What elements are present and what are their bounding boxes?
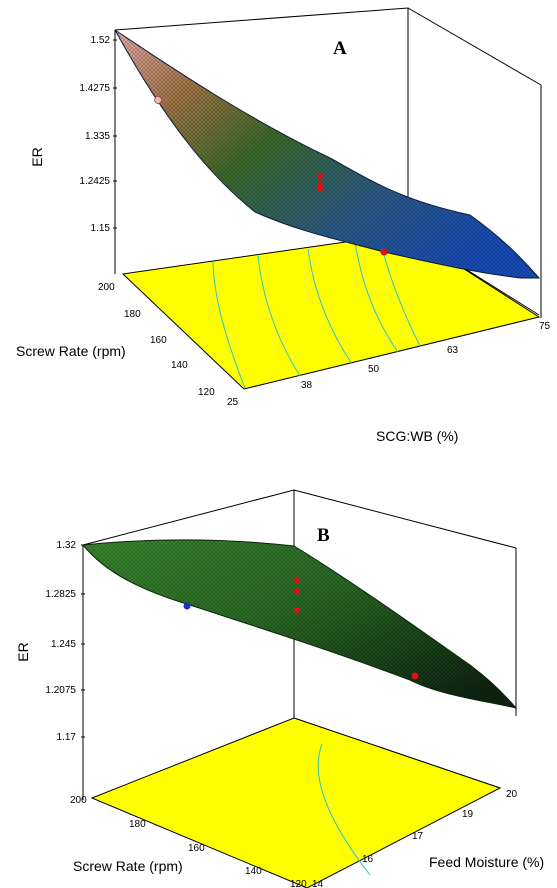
chart-a-z-axis-label: ER xyxy=(29,147,45,166)
chart-a-z-tick-0: 1.52 xyxy=(91,35,111,46)
chart-a-z-ticks: 1.52 1.4275 1.335 1.2425 1.15 xyxy=(79,35,117,234)
chart-b-z-ticks: 1.32 1.2825 1.245 1.2075 1.17 xyxy=(45,540,85,743)
chart-b-z-tick-0: 1.32 xyxy=(57,540,77,551)
chart-b-x-ticks: 14 16 17 19 20 xyxy=(312,789,518,888)
chart-b-y-ticks: 200 180 160 140 120 xyxy=(70,795,307,888)
chart-a-x-tick-63: 63 xyxy=(447,345,459,356)
chart-b-z-tick-1: 1.2825 xyxy=(45,589,76,600)
chart-a-y-tick-140: 140 xyxy=(171,360,188,371)
chart-b-x-tick-17: 17 xyxy=(412,831,424,842)
chart-a-x-ticks: 25 38 50 63 75 xyxy=(227,321,551,408)
chart-a-y-axis-label: Screw Rate (rpm) xyxy=(16,343,126,359)
chart-a-y-tick-180: 180 xyxy=(124,309,141,320)
chart-a-z-tick-4: 1.15 xyxy=(91,223,111,234)
chart-b-contour-1 xyxy=(317,743,371,876)
chart-a-x-tick-25: 25 xyxy=(227,397,239,408)
chart-b-surface-mesh xyxy=(83,539,516,708)
chart-b: B 1.32 1.2825 1.245 1.2075 1.17 ER 200 1… xyxy=(15,489,544,888)
chart-b-y-tick-200: 200 xyxy=(70,795,87,806)
chart-b-x-tick-16: 16 xyxy=(362,854,374,865)
chart-b-floor xyxy=(90,717,502,888)
chart-b-x-tick-19: 19 xyxy=(462,809,474,820)
chart-b-point-2 xyxy=(294,577,300,583)
chart-a-y-tick-120: 120 xyxy=(198,387,215,398)
chart-a-y-tick-160: 160 xyxy=(150,335,167,346)
chart-a-surface-mesh xyxy=(115,30,539,278)
chart-b-y-tick-160: 160 xyxy=(188,843,205,854)
chart-b-point-5 xyxy=(411,672,419,680)
chart-a-point-1 xyxy=(154,96,162,104)
chart-b-z-tick-4: 1.17 xyxy=(57,732,77,743)
chart-b-y-tick-120: 120 xyxy=(290,879,307,888)
chart-a-contour-1 xyxy=(212,261,246,389)
chart-a-contour-2 xyxy=(257,255,301,377)
chart-a-contour-4 xyxy=(354,241,399,353)
chart-a-z-tick-1: 1.4275 xyxy=(79,83,110,94)
chart-a-contour-3 xyxy=(307,248,353,365)
chart-b-y-tick-140: 140 xyxy=(245,866,262,877)
chart-b-x-tick-20: 20 xyxy=(506,789,518,800)
chart-b-z-tick-2: 1.245 xyxy=(51,639,76,650)
chart-a-x-tick-75: 75 xyxy=(539,321,551,332)
chart-b-point-1 xyxy=(183,602,191,610)
chart-b-y-axis-label: Screw Rate (rpm) xyxy=(73,858,183,874)
chart-b-point-4 xyxy=(294,607,300,613)
chart-a-point-2 xyxy=(317,173,323,179)
chart-a-frame-top-right xyxy=(407,7,542,86)
chart-a-point-4 xyxy=(317,186,323,192)
chart-a-point-5 xyxy=(380,248,388,256)
chart-a-x-tick-50: 50 xyxy=(368,364,380,375)
chart-b-z-axis-label: ER xyxy=(15,642,31,661)
chart-a-floor xyxy=(121,232,541,390)
chart-b-panel-label: B xyxy=(317,525,330,546)
chart-a-z-tick-3: 1.2425 xyxy=(79,176,110,187)
chart-b-point-3 xyxy=(294,588,300,594)
chart-a-frame-back xyxy=(114,7,540,316)
chart-a-panel-label: A xyxy=(333,38,347,59)
chart-b-x-tick-14: 14 xyxy=(312,879,324,888)
chart-a-y-tick-200: 200 xyxy=(98,282,115,293)
chart-b-frame-top-right xyxy=(293,489,517,549)
chart-a-z-tick-2: 1.335 xyxy=(85,131,110,142)
chart-b-z-tick-3: 1.2075 xyxy=(45,685,76,696)
chart-a-x-tick-38: 38 xyxy=(301,380,313,391)
chart-a: A 1.52 1.4275 1.335 1.2425 1.15 ER 200 1… xyxy=(16,7,551,444)
chart-b-y-tick-180: 180 xyxy=(129,819,146,830)
chart-b-x-axis-label: Feed Moisture (%) xyxy=(429,854,544,870)
chart-a-x-axis-label: SCG:WB (%) xyxy=(376,428,458,444)
chart-a-y-ticks: 200 180 160 140 120 xyxy=(98,282,215,398)
